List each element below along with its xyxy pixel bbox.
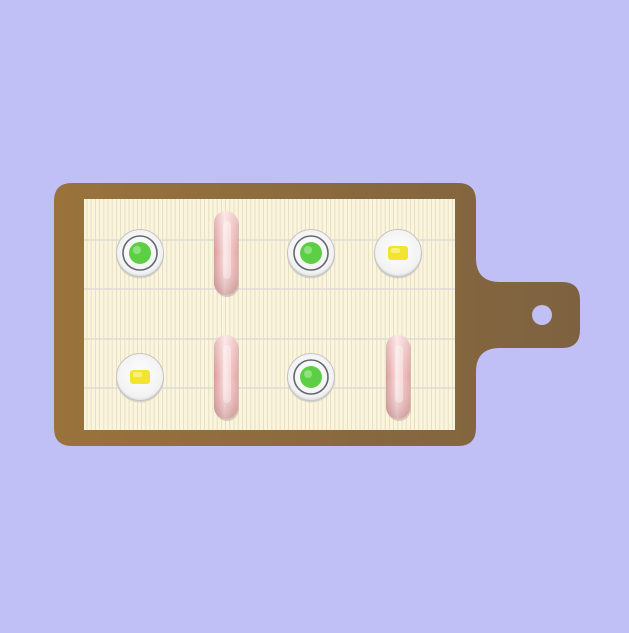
salmon-nigiri[interactable] bbox=[214, 335, 239, 421]
salmon-nigiri[interactable] bbox=[386, 335, 411, 421]
cucumber-filling bbox=[129, 242, 151, 264]
handle-hole bbox=[532, 305, 552, 325]
cucumber-roll[interactable] bbox=[287, 229, 335, 279]
cucumber-roll[interactable] bbox=[287, 353, 335, 403]
pieces-layer bbox=[116, 211, 422, 421]
cucumber-filling bbox=[300, 242, 322, 264]
tamago-roll[interactable] bbox=[116, 353, 164, 403]
cucumber-roll[interactable] bbox=[116, 229, 164, 279]
salmon-nigiri[interactable] bbox=[214, 211, 239, 297]
cucumber-filling bbox=[300, 366, 322, 388]
tamago-roll[interactable] bbox=[374, 229, 422, 279]
